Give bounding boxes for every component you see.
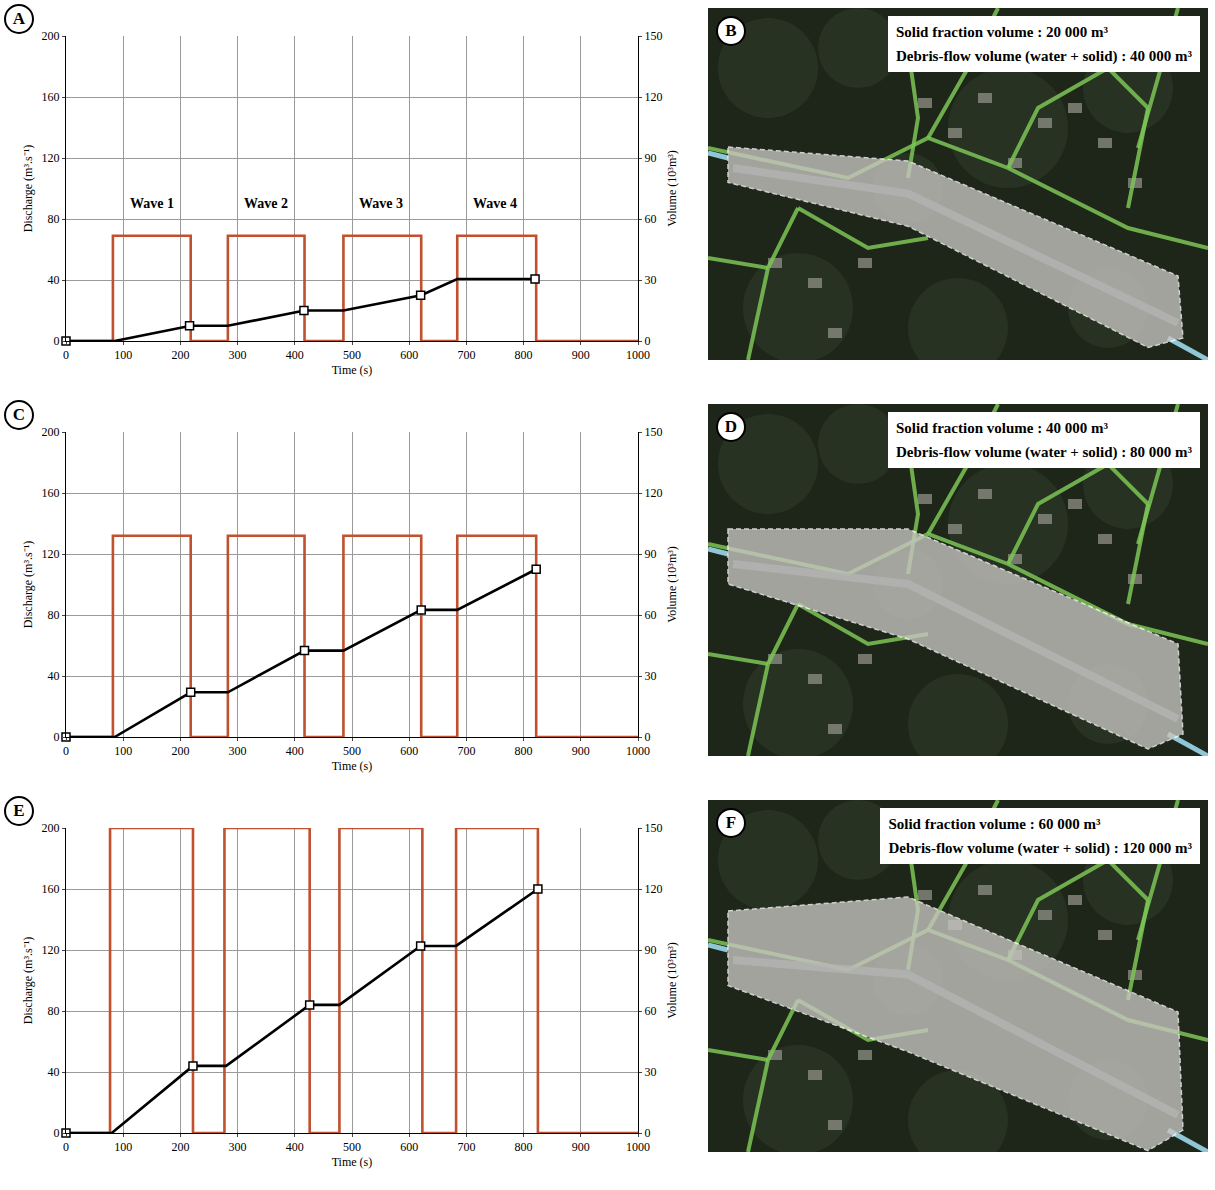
html-text:Debris-flow volume (water + so: Debris-flow volume (water + solid) : 80 … <box>895 444 1192 460</box>
svg-text:600: 600 <box>400 348 418 362</box>
svg-text:150: 150 <box>644 29 662 43</box>
svg-text:0: 0 <box>54 1126 60 1140</box>
svg-text:0: 0 <box>644 730 650 744</box>
svg-text:80: 80 <box>48 608 60 622</box>
html-text:Debris-flow volume (water + so: Debris-flow volume (water + solid) : 120… <box>888 840 1192 856</box>
svg-text:120: 120 <box>644 486 662 500</box>
svg-text:400: 400 <box>286 348 304 362</box>
html-text:C: C <box>12 405 26 424</box>
svg-text:Discharge (m³.s⁻¹): Discharge (m³.s⁻¹) <box>21 541 35 629</box>
svg-text:Time (s): Time (s) <box>332 363 373 377</box>
svg-text:200: 200 <box>171 348 189 362</box>
svg-text:60: 60 <box>644 608 656 622</box>
svg-text:160: 160 <box>42 90 60 104</box>
svg-text:40: 40 <box>48 1065 60 1079</box>
html-text:Debris-flow volume (water + so: Debris-flow volume (water + solid) : 40 … <box>895 48 1192 64</box>
svg-text:1000: 1000 <box>626 1140 650 1154</box>
svg-text:Wave 2: Wave 2 <box>244 196 288 211</box>
svg-text:100: 100 <box>114 1140 132 1154</box>
svg-text:90: 90 <box>644 151 656 165</box>
html-text:D: D <box>724 417 738 436</box>
svg-text:150: 150 <box>644 425 662 439</box>
svg-text:300: 300 <box>229 744 247 758</box>
svg-text:Discharge (m³.s⁻¹): Discharge (m³.s⁻¹) <box>21 145 35 233</box>
svg-text:Volume (10³m³): Volume (10³m³) <box>665 942 679 1019</box>
svg-text:80: 80 <box>48 212 60 226</box>
svg-text:300: 300 <box>229 348 247 362</box>
svg-text:800: 800 <box>515 348 533 362</box>
svg-text:Discharge (m³.s⁻¹): Discharge (m³.s⁻¹) <box>21 937 35 1025</box>
svg-text:Wave 3: Wave 3 <box>359 196 403 211</box>
svg-text:Wave 4: Wave 4 <box>473 196 517 211</box>
svg-text:700: 700 <box>457 744 475 758</box>
svg-text:600: 600 <box>400 1140 418 1154</box>
svg-text:120: 120 <box>644 882 662 896</box>
svg-text:30: 30 <box>644 273 656 287</box>
svg-text:0: 0 <box>54 730 60 744</box>
html-text:Solid fraction volume : 20 000: Solid fraction volume : 20 000 m³ <box>895 24 1108 40</box>
svg-text:40: 40 <box>48 273 60 287</box>
svg-text:200: 200 <box>171 1140 189 1154</box>
html-text:A: A <box>12 9 26 28</box>
svg-text:700: 700 <box>457 1140 475 1154</box>
svg-text:200: 200 <box>171 744 189 758</box>
svg-text:300: 300 <box>229 1140 247 1154</box>
svg-text:900: 900 <box>572 1140 590 1154</box>
svg-text:120: 120 <box>42 547 60 561</box>
html-text:Solid fraction volume : 60 000: Solid fraction volume : 60 000 m³ <box>888 816 1101 832</box>
html-text:B: B <box>725 21 737 40</box>
svg-text:500: 500 <box>343 1140 361 1154</box>
svg-text:0: 0 <box>63 1140 69 1154</box>
svg-text:200: 200 <box>42 821 60 835</box>
svg-text:160: 160 <box>42 882 60 896</box>
svg-text:500: 500 <box>343 744 361 758</box>
svg-text:Volume (10³m³): Volume (10³m³) <box>665 150 679 227</box>
svg-text:100: 100 <box>114 348 132 362</box>
svg-text:400: 400 <box>286 1140 304 1154</box>
svg-text:Wave 1: Wave 1 <box>130 196 174 211</box>
svg-text:200: 200 <box>42 29 60 43</box>
svg-text:120: 120 <box>644 90 662 104</box>
svg-text:900: 900 <box>572 348 590 362</box>
svg-text:120: 120 <box>42 943 60 957</box>
svg-text:0: 0 <box>63 744 69 758</box>
svg-text:30: 30 <box>644 1065 656 1079</box>
svg-text:0: 0 <box>54 334 60 348</box>
svg-text:90: 90 <box>644 943 656 957</box>
svg-text:Volume (10³m³): Volume (10³m³) <box>665 546 679 623</box>
svg-text:160: 160 <box>42 486 60 500</box>
svg-text:120: 120 <box>42 151 60 165</box>
svg-text:400: 400 <box>286 744 304 758</box>
svg-text:1000: 1000 <box>626 348 650 362</box>
svg-text:150: 150 <box>644 821 662 835</box>
svg-text:Time (s): Time (s) <box>332 759 373 773</box>
svg-text:Time (s): Time (s) <box>332 1155 373 1169</box>
svg-text:500: 500 <box>343 348 361 362</box>
svg-text:0: 0 <box>63 348 69 362</box>
svg-text:800: 800 <box>515 1140 533 1154</box>
svg-text:800: 800 <box>515 744 533 758</box>
svg-text:80: 80 <box>48 1004 60 1018</box>
html-text:F: F <box>725 813 737 832</box>
svg-text:60: 60 <box>644 1004 656 1018</box>
svg-text:40: 40 <box>48 669 60 683</box>
svg-text:600: 600 <box>400 744 418 758</box>
svg-text:90: 90 <box>644 547 656 561</box>
svg-text:200: 200 <box>42 425 60 439</box>
svg-text:900: 900 <box>572 744 590 758</box>
svg-text:60: 60 <box>644 212 656 226</box>
svg-text:1000: 1000 <box>626 744 650 758</box>
svg-text:700: 700 <box>457 348 475 362</box>
svg-text:100: 100 <box>114 744 132 758</box>
html-text:E: E <box>13 801 25 820</box>
svg-text:0: 0 <box>644 1126 650 1140</box>
html-text:Solid fraction volume : 40 000: Solid fraction volume : 40 000 m³ <box>895 420 1108 436</box>
svg-text:0: 0 <box>644 334 650 348</box>
svg-text:30: 30 <box>644 669 656 683</box>
